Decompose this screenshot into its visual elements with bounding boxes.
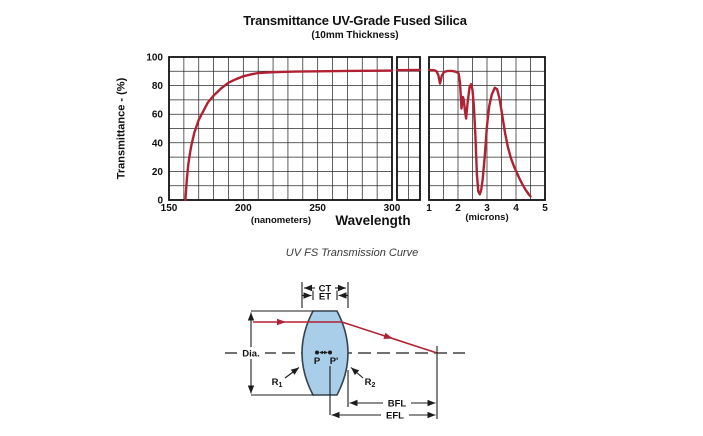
transmission-curve bbox=[184, 69, 394, 202]
ray-arrowhead-1 bbox=[277, 318, 286, 326]
x-tick-label: 150 bbox=[161, 203, 178, 214]
efl-dimension: EFL bbox=[331, 411, 436, 422]
dia-label: Dia. bbox=[242, 349, 259, 360]
dia-label-background bbox=[237, 347, 265, 359]
y-tick-label: 80 bbox=[152, 81, 164, 92]
x-tick-label: 3 bbox=[484, 203, 490, 214]
r2-label: R2 bbox=[365, 377, 376, 389]
et-label: ET bbox=[319, 292, 331, 303]
y-tick-label: 40 bbox=[152, 138, 164, 149]
r2-arrow bbox=[350, 367, 364, 379]
x-tick-label: 250 bbox=[309, 203, 326, 214]
bfl-dimension: BFL bbox=[347, 370, 436, 410]
et-dimension: ET bbox=[301, 290, 349, 303]
p-prime-label: P' bbox=[330, 356, 339, 367]
x-tick-label: 300 bbox=[384, 203, 401, 214]
x-tick-label: 4 bbox=[513, 203, 519, 214]
principal-points: P P' bbox=[314, 350, 339, 415]
p-label: P bbox=[314, 356, 321, 367]
x-tick-label: 1 bbox=[426, 203, 432, 214]
chart-subtitle: (10mm Thickness) bbox=[311, 30, 399, 41]
figure-caption: UV FS Transmission Curve bbox=[285, 247, 419, 259]
panel-border bbox=[168, 56, 393, 201]
r1-arrow bbox=[284, 367, 300, 379]
x-tick-label: 2 bbox=[455, 203, 461, 214]
panel-border bbox=[428, 56, 546, 201]
principal-point-p-prime bbox=[328, 350, 332, 355]
r1-label: R1 bbox=[272, 377, 283, 389]
efl-label: EFL bbox=[386, 411, 404, 422]
y-tick-label: 20 bbox=[152, 167, 164, 178]
light-ray bbox=[253, 318, 438, 354]
ray-arrowhead-2 bbox=[383, 332, 393, 339]
principal-point-p bbox=[315, 350, 319, 355]
x-tick-label: 200 bbox=[235, 203, 252, 214]
y-tick-label: 60 bbox=[152, 110, 164, 121]
diameter-dimension: Dia. bbox=[237, 310, 314, 396]
radius-callouts: R1 R2 bbox=[272, 367, 376, 389]
pp-arrowhead-right bbox=[324, 350, 328, 355]
y-tick-label: 100 bbox=[146, 53, 163, 64]
lens-diagram: CT ET Dia. bbox=[225, 282, 465, 422]
ct-label: CT bbox=[319, 284, 332, 295]
bfl-label: BFL bbox=[388, 399, 407, 410]
x-axis-label-wavelength: Wavelength bbox=[335, 213, 411, 228]
chart-title: Transmittance UV-Grade Fused Silica bbox=[243, 13, 467, 28]
y-tick-label: 0 bbox=[157, 196, 163, 207]
pp-arrowhead-left bbox=[319, 350, 323, 355]
x-tick-label: 5 bbox=[542, 203, 548, 214]
transmission-curve bbox=[427, 68, 532, 198]
x-axis-unit-nanometers: (nanometers) bbox=[250, 215, 312, 226]
x-axis-unit-microns: (microns) bbox=[465, 212, 509, 223]
panel-border bbox=[396, 56, 421, 201]
